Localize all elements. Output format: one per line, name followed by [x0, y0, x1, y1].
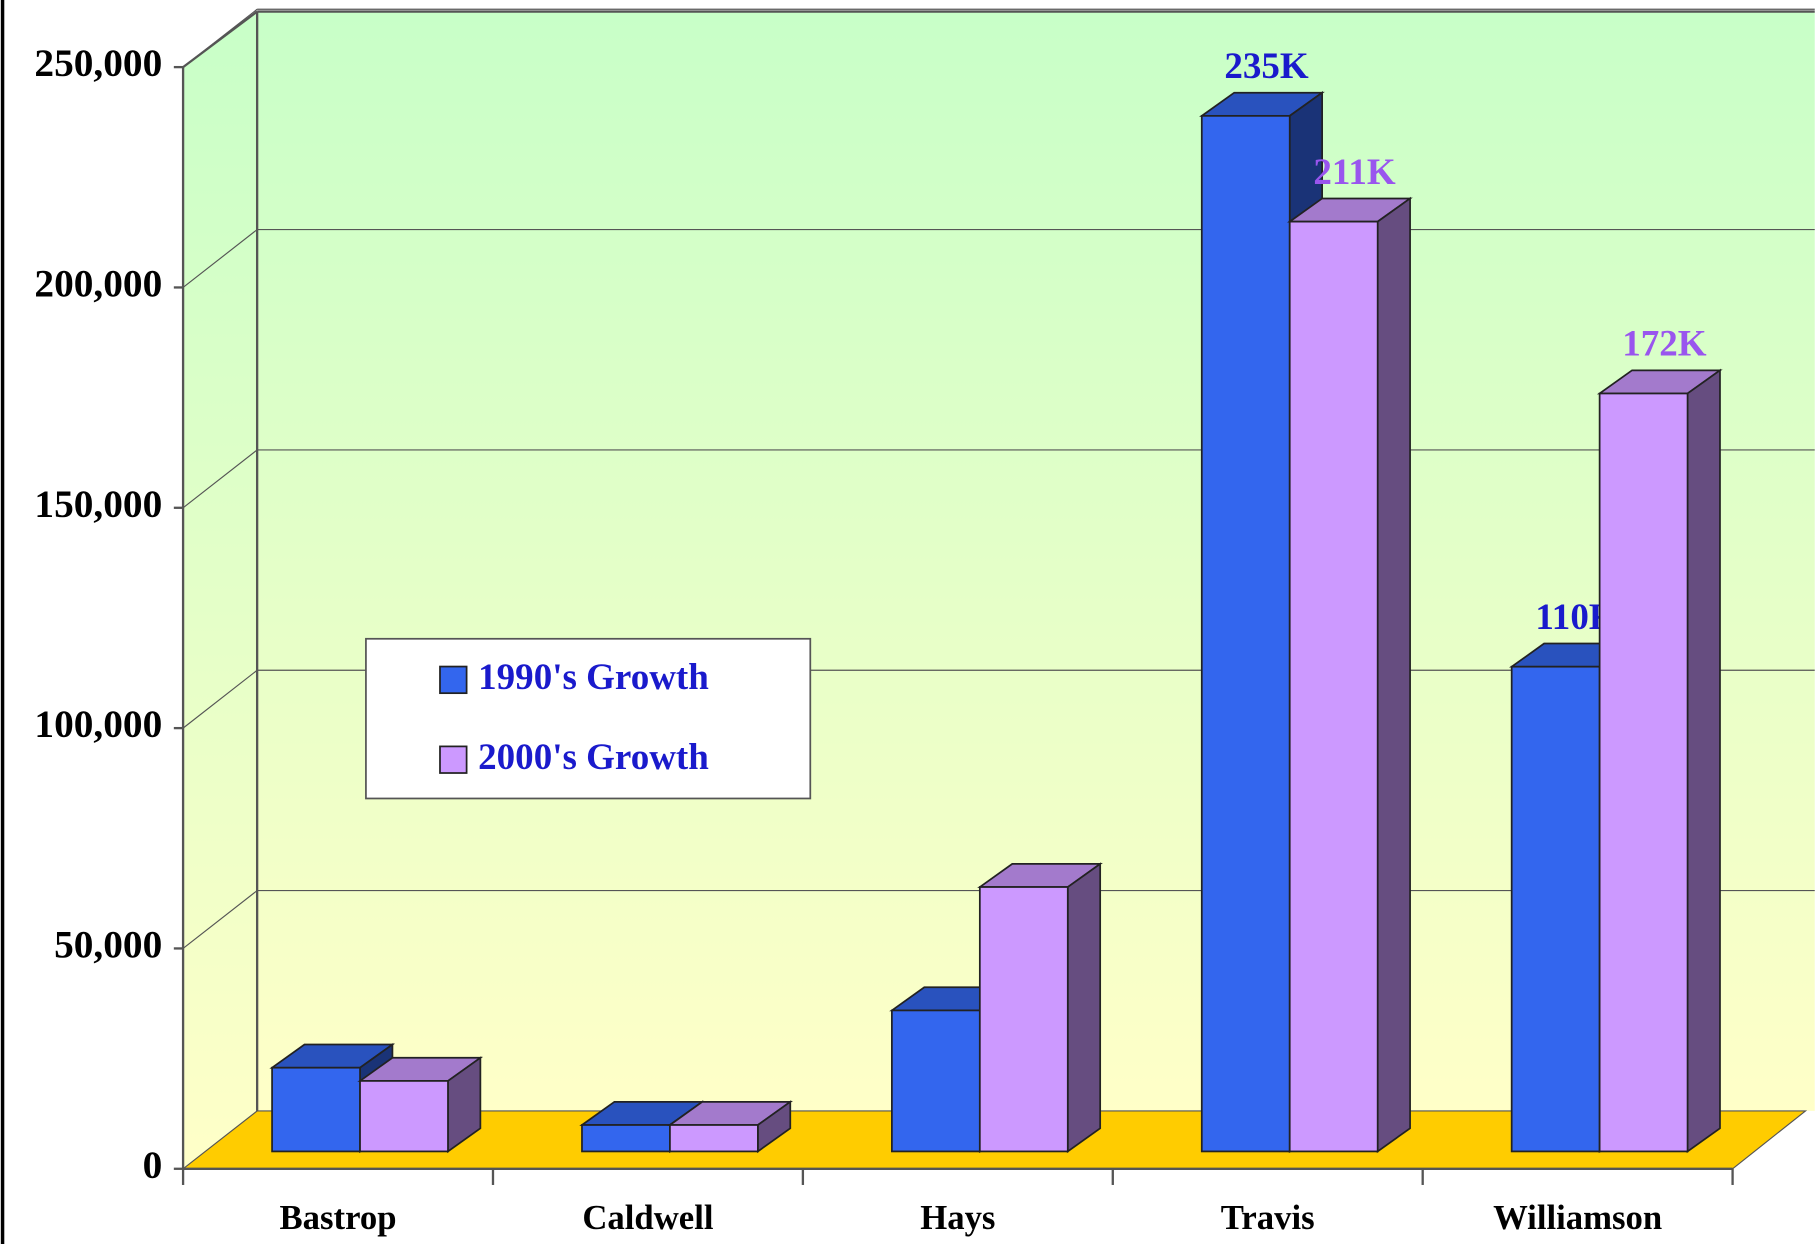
- legend-swatch: [439, 665, 468, 695]
- legend: 1990's Growth 2000's Growth: [365, 637, 812, 800]
- bar-front: [1200, 114, 1291, 1153]
- x-tick-label: Travis: [1221, 1198, 1315, 1237]
- x-tick-label: Williamson: [1493, 1198, 1662, 1237]
- bar: [1287, 196, 1413, 1154]
- y-tick-label: 50,000: [54, 922, 162, 966]
- x-tick-label: Caldwell: [582, 1198, 713, 1237]
- bar-front: [1288, 220, 1379, 1153]
- y-tick-label: 100,000: [34, 702, 162, 746]
- y-tick-label: 200,000: [34, 261, 162, 305]
- bar-front: [359, 1080, 449, 1153]
- bar-side: [1376, 196, 1411, 1154]
- bar: [1596, 368, 1723, 1154]
- value-label: 211K: [1313, 152, 1395, 193]
- bar-front: [891, 1009, 981, 1153]
- bar: [357, 1056, 484, 1154]
- x-tick-label: Hays: [920, 1198, 995, 1237]
- legend-swatch: [439, 745, 468, 774]
- side-wall: [183, 11, 258, 1169]
- value-label: 235K: [1224, 46, 1309, 87]
- y-tick-label: 0: [143, 1143, 163, 1187]
- grid-line: [182, 449, 258, 509]
- bar-front: [978, 886, 1069, 1153]
- bar: [977, 862, 1103, 1154]
- bar-front: [271, 1066, 361, 1153]
- bar-front: [581, 1124, 671, 1153]
- legend-label: 2000's Growth: [478, 737, 709, 778]
- y-tick-label: 150,000: [34, 482, 162, 526]
- bar-front: [1598, 392, 1689, 1153]
- x-tick-label: Bastrop: [280, 1198, 397, 1237]
- bar-front: [1510, 665, 1601, 1153]
- y-tick-label: 250,000: [34, 41, 162, 85]
- bar-side: [1066, 862, 1102, 1154]
- back-wall: [257, 11, 1815, 1111]
- legend-label: 1990's Growth: [478, 657, 709, 698]
- bar: [667, 1100, 793, 1154]
- grid-line: [182, 8, 258, 68]
- grid-line: [182, 890, 258, 949]
- bar: [579, 1100, 706, 1154]
- bar-side: [1686, 368, 1721, 1154]
- grid-line: [182, 669, 258, 729]
- grid-line: [182, 229, 258, 288]
- bar-front: [669, 1124, 759, 1153]
- value-label: 172K: [1622, 324, 1707, 365]
